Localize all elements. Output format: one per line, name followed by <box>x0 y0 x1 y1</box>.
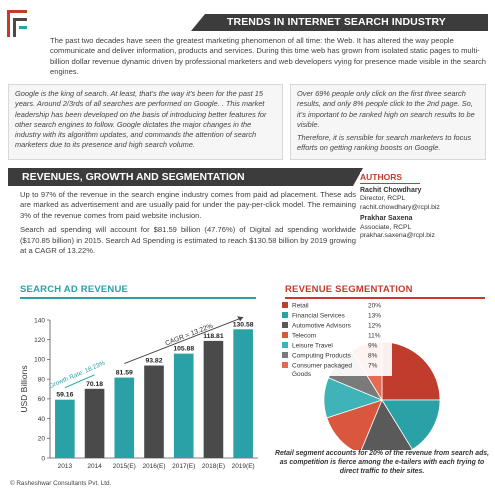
google-quote-text: Google is the king of search. At least, … <box>15 89 267 150</box>
legend-value: 8% <box>368 353 378 360</box>
x-tick-label: 2017(E) <box>172 463 195 470</box>
author-entry: Prakhar Saxena Associate, RCPL prakhar.s… <box>360 215 486 240</box>
revenue-segmentation-chart: Retail 20% Financial Services 13% Automotive… <box>278 300 441 450</box>
seg-title-underline <box>285 297 485 299</box>
y-tick-label: 100 <box>34 357 45 364</box>
legend-swatch <box>282 342 288 348</box>
pie-slice <box>360 399 413 450</box>
legend-value: 12% <box>368 323 381 330</box>
y-axis-label: USD Billions <box>19 365 29 412</box>
bar-value-label: 93.82 <box>145 358 162 365</box>
ad-title-underline <box>20 297 256 299</box>
legend-panel <box>278 300 392 376</box>
bar <box>233 329 253 458</box>
bar <box>203 340 224 458</box>
x-tick-label: 2015(E) <box>113 463 136 470</box>
cagr-arrowhead <box>237 316 244 322</box>
bar-value-label: 105.88 <box>173 346 194 353</box>
author-name: Prakhar Saxena <box>360 215 413 223</box>
bar-value-label: 59.16 <box>56 392 73 399</box>
bar-value-label: 118.81 <box>203 333 224 340</box>
x-tick-label: 2014 <box>87 463 102 470</box>
author-name: Rachit Chowdhary <box>360 187 422 194</box>
y-tick-label: 140 <box>34 317 45 324</box>
copyright-footer: © Rasheshwar Consultants Pvt. Ltd. <box>10 480 112 487</box>
bar-value-label: 70.18 <box>86 381 103 388</box>
legend-label: Financial Services <box>292 313 345 320</box>
legend-swatch <box>282 322 288 328</box>
company-logo <box>7 10 27 37</box>
click-stats-conclusion: Therefore, it is sensible for search mar… <box>297 133 472 153</box>
legend-label: Automotive Advisors <box>292 323 352 330</box>
x-tick-label: 2019(E) <box>232 463 255 470</box>
bar-value-label: 81.59 <box>116 370 133 377</box>
legend-swatch <box>282 302 288 308</box>
y-tick-label: 20 <box>38 436 46 443</box>
page-title: TRENDS IN INTERNET SEARCH INDUSTRY <box>191 14 488 31</box>
authors-title: AUTHORS <box>360 172 420 184</box>
revenue-paragraph-2: Search ad spending will account for $81.… <box>20 225 356 256</box>
legend-swatch <box>282 352 288 358</box>
legend-swatch <box>282 332 288 338</box>
legend-label: Consumer packaged <box>292 363 352 370</box>
revenue-text: Up to 97% of the revenue in the search e… <box>20 190 356 260</box>
author-role: Associate, RCPL <box>360 223 412 231</box>
legend-value: 11% <box>368 333 381 340</box>
y-tick-label: 80 <box>38 376 46 383</box>
bar <box>55 399 75 458</box>
legend-swatch <box>282 362 288 368</box>
author-entry: Rachit Chowdhary Director, RCPL rachit.c… <box>360 187 486 212</box>
bar-value-label: 130.58 <box>233 321 254 328</box>
legend-value: 9% <box>368 343 378 350</box>
legend-value: 7% <box>368 363 378 370</box>
y-tick-label: 0 <box>41 455 45 462</box>
authors-box: AUTHORS Rachit Chowdhary Director, RCPL … <box>360 172 486 240</box>
click-stats-box: Over 69% people only click on the first … <box>290 84 486 160</box>
search-ad-revenue-chart: 0 20 40 60 80 100 120 140 USD Billions 59.16 2013 7… <box>19 316 258 470</box>
click-stats-text: Over 69% people only click on the first … <box>297 89 475 129</box>
x-tick-label: 2013 <box>58 463 73 470</box>
y-tick-label: 120 <box>34 337 45 344</box>
legend-label: Retail <box>292 303 309 310</box>
author-email[interactable]: rachit.chowdhary@rcpl.biz <box>360 203 440 211</box>
revenue-paragraph-1: Up to 97% of the revenue in the search e… <box>20 190 356 220</box>
y-tick-label: 40 <box>38 416 46 423</box>
google-quote-box: Google is the king of search. At least, … <box>8 84 283 160</box>
author-role: Director, RCPL <box>360 195 406 203</box>
cagr-arrow <box>124 316 244 365</box>
seg-chart-title: REVENUE SEGMENTATION <box>285 284 413 295</box>
author-email[interactable]: prakhar.saxena@rcpl.biz <box>360 232 435 240</box>
pie-slice <box>381 399 441 450</box>
bar <box>114 377 135 458</box>
x-tick-label: 2018(E) <box>202 463 225 470</box>
legend-label: Computing Products <box>292 353 352 360</box>
y-tick-label: 60 <box>38 396 46 403</box>
growth-rate-arrow <box>64 374 95 389</box>
segmentation-note: Retail segment accounts for 20% of the r… <box>274 450 490 475</box>
legend-label: Telecom <box>292 333 316 340</box>
x-tick-label: 2016(E) <box>142 463 165 470</box>
bar <box>144 365 164 458</box>
legend-value: 13% <box>368 313 381 320</box>
ad-chart-title: SEARCH AD REVENUE <box>20 284 129 295</box>
legend-label: Goods <box>292 371 312 378</box>
legend-value: 20% <box>368 303 381 310</box>
bar <box>173 353 194 458</box>
bar <box>84 388 105 458</box>
intro-paragraph: The past two decades have seen the great… <box>50 36 487 76</box>
legend-label: Leisure Travel <box>292 343 333 350</box>
section-heading: REVENUES, GROWTH AND SEGMENTATION <box>8 168 363 186</box>
legend-swatch <box>282 312 288 318</box>
